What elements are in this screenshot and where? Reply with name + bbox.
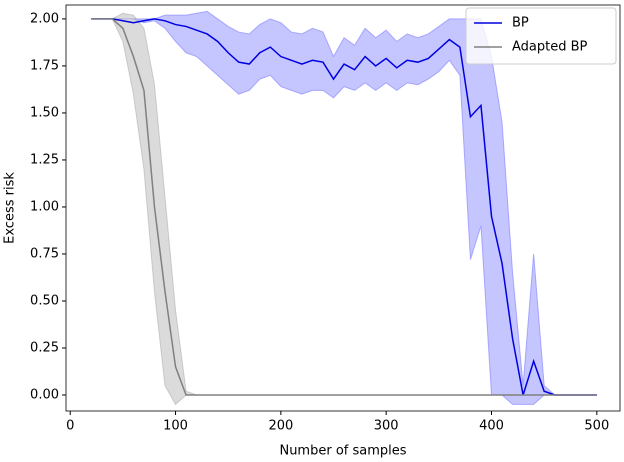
line [91, 18, 597, 396]
y-tick-label: 0.50 [30, 293, 59, 308]
y-tick-label: 0.00 [30, 388, 59, 403]
y-tick-label: 1.75 [30, 58, 59, 73]
y-tick-label: 1.50 [30, 105, 59, 120]
x-tick-label: 300 [374, 419, 399, 434]
axes-frame [65, 4, 621, 412]
x-tick-label: 100 [163, 419, 188, 434]
x-axis-label: Number of samples [279, 444, 406, 459]
x-tick-label: 0 [66, 419, 74, 434]
line [91, 18, 597, 396]
x-tick-label: 200 [268, 419, 293, 434]
x-tick-label: 400 [479, 419, 504, 434]
y-tick-label: 0.75 [30, 246, 59, 261]
x-tick-label: 500 [584, 419, 609, 434]
plot-area [91, 10, 597, 406]
y-tick-label: 0.25 [30, 341, 59, 356]
legend-label: Adapted BP [512, 40, 588, 55]
y-tick-label: 1.25 [30, 152, 59, 167]
legend-box [465, 7, 617, 65]
y-axis-label: Excess risk [3, 172, 18, 244]
error-band [91, 10, 597, 405]
y-tick-label: 1.00 [30, 199, 59, 214]
y-tick-label: 2.00 [30, 11, 59, 26]
legend-label: BP [512, 16, 529, 31]
